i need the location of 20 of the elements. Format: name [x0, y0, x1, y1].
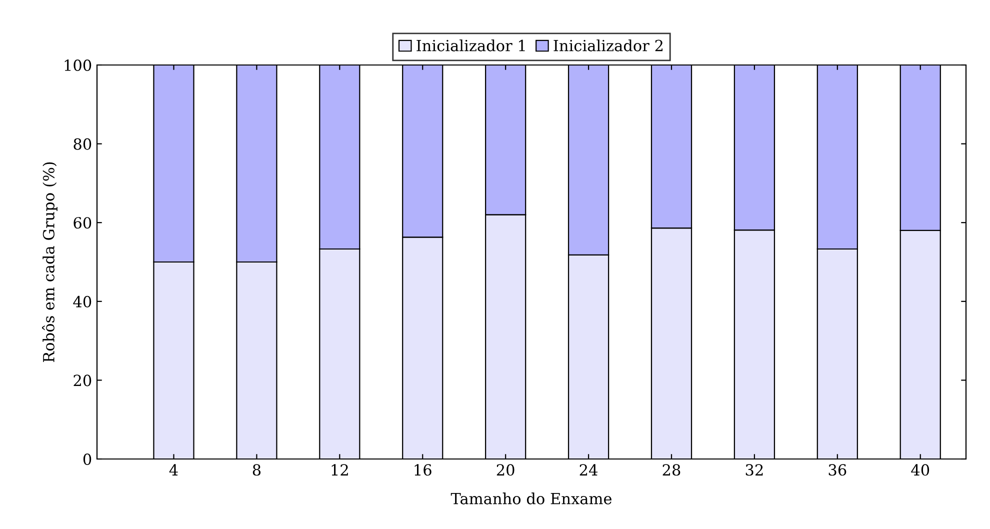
y-tick-label: 0	[83, 453, 92, 466]
x-axis-title: Tamanho do Enxame	[450, 492, 612, 504]
x-tick-label: 8	[252, 464, 261, 476]
y-tick-label: 80	[74, 138, 92, 150]
y-axis-title: Robôs em cada Grupo (%)	[42, 162, 58, 362]
y-tick-label: 20	[74, 374, 92, 386]
x-tick-label: 36	[828, 464, 846, 476]
x-tick-label: 20	[496, 464, 514, 476]
y-tick-label: 40	[73, 296, 92, 308]
x-tick-label: 24	[580, 464, 598, 476]
x-tick-label: 32	[746, 464, 763, 476]
y-tick-label: 100	[64, 59, 92, 72]
x-tick-label: 28	[662, 464, 680, 476]
x-tick-label: 40	[911, 464, 930, 476]
x-tick-label: 4	[169, 464, 178, 476]
legend-label: Inicializador 2	[554, 40, 662, 52]
legend-label: Inicializador 1	[416, 40, 525, 52]
x-tick-label: 16	[414, 464, 432, 476]
x-tick-label: 12	[332, 464, 348, 476]
y-tick-label: 60	[74, 217, 92, 229]
